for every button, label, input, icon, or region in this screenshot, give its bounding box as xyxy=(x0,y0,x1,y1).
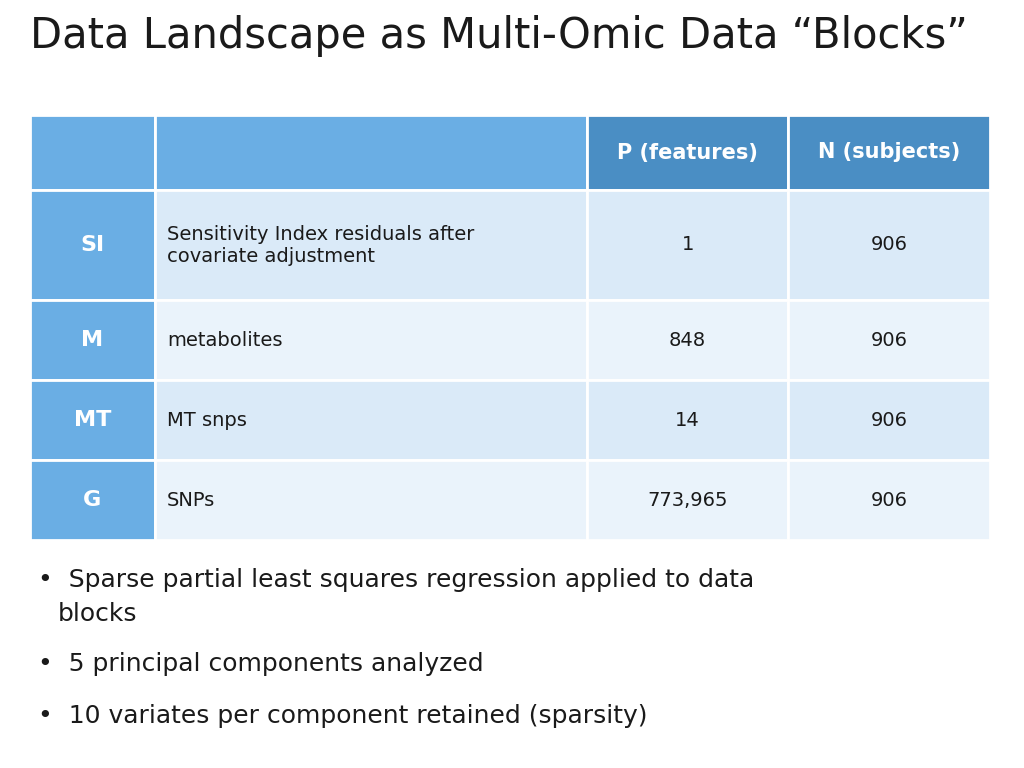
Bar xyxy=(788,115,990,190)
Bar xyxy=(155,115,587,190)
Bar xyxy=(788,380,990,460)
Bar xyxy=(155,300,587,380)
Text: N (subjects): N (subjects) xyxy=(818,143,961,163)
Text: •  Sparse partial least squares regression applied to data: • Sparse partial least squares regressio… xyxy=(38,568,755,592)
Bar xyxy=(788,460,990,540)
Text: 906: 906 xyxy=(870,236,907,254)
Text: 906: 906 xyxy=(870,411,907,429)
Bar xyxy=(30,380,155,460)
Bar xyxy=(587,380,788,460)
Bar xyxy=(587,115,788,190)
Text: Data Landscape as Multi-Omic Data “Blocks”: Data Landscape as Multi-Omic Data “Block… xyxy=(30,15,968,57)
Bar xyxy=(587,190,788,300)
Text: M: M xyxy=(81,330,103,350)
Text: 906: 906 xyxy=(870,330,907,349)
Text: G: G xyxy=(83,490,101,510)
Text: 1: 1 xyxy=(681,236,694,254)
Text: SI: SI xyxy=(80,235,104,255)
Bar xyxy=(30,115,155,190)
Bar xyxy=(587,460,788,540)
Bar xyxy=(155,460,587,540)
Text: P (features): P (features) xyxy=(617,143,758,163)
Bar xyxy=(30,460,155,540)
Text: MT snps: MT snps xyxy=(167,411,247,429)
Text: 773,965: 773,965 xyxy=(647,491,728,509)
Text: 906: 906 xyxy=(870,491,907,509)
Text: 14: 14 xyxy=(675,411,700,429)
Bar xyxy=(30,190,155,300)
Text: metabolites: metabolites xyxy=(167,330,283,349)
Bar xyxy=(155,190,587,300)
Text: SNPs: SNPs xyxy=(167,491,215,509)
Text: blocks: blocks xyxy=(58,602,137,626)
Text: MT: MT xyxy=(74,410,111,430)
Bar xyxy=(788,190,990,300)
Bar xyxy=(788,300,990,380)
Bar xyxy=(30,300,155,380)
Text: 848: 848 xyxy=(669,330,707,349)
Bar xyxy=(587,300,788,380)
Text: •  5 principal components analyzed: • 5 principal components analyzed xyxy=(38,652,483,676)
Text: •  10 variates per component retained (sparsity): • 10 variates per component retained (sp… xyxy=(38,704,647,728)
Text: Sensitivity Index residuals after
covariate adjustment: Sensitivity Index residuals after covari… xyxy=(167,224,474,266)
Bar xyxy=(155,380,587,460)
